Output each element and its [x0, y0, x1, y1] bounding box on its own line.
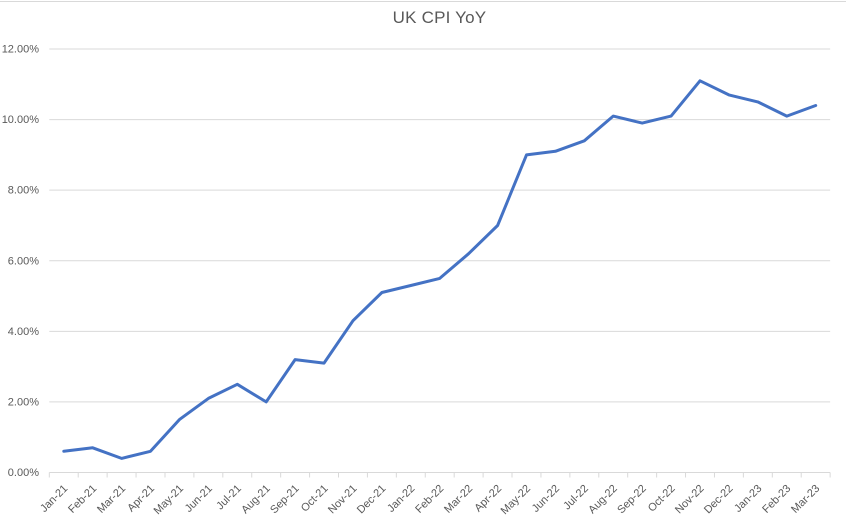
x-tick-label: Sep-21: [268, 483, 302, 517]
x-tick-label: May-21: [152, 483, 186, 517]
x-tick-label: Sep-22: [615, 483, 649, 517]
x-tick-label: Aug-22: [586, 483, 620, 517]
y-tick-label: 0.00%: [8, 467, 39, 479]
x-tick-label: May-22: [499, 483, 533, 517]
x-tick-label: Jan-21: [38, 483, 70, 515]
y-tick-label: 12.00%: [2, 44, 40, 56]
y-tick-label: 4.00%: [8, 326, 39, 338]
x-tick-label: Mar-22: [442, 483, 475, 516]
y-tick-label: 6.00%: [8, 255, 39, 267]
x-tick-label: Aug-21: [239, 483, 273, 517]
x-tick-label: Nov-22: [673, 483, 707, 517]
top-border-line: [0, 1, 846, 2]
x-tick-label: Mar-21: [95, 483, 128, 516]
y-tick-label: 8.00%: [8, 185, 39, 197]
y-tick-label: 2.00%: [8, 396, 39, 408]
x-tick-label: Jun-22: [530, 483, 562, 515]
x-tick-label: Feb-21: [66, 483, 99, 516]
x-tick-label: Dec-22: [702, 483, 736, 517]
chart-title: UK CPI YoY: [392, 8, 487, 27]
x-tick-label: Dec-21: [355, 483, 389, 517]
x-tick-label: Jan-22: [385, 483, 417, 515]
x-tick-label: Jan-23: [732, 483, 764, 515]
x-tick-label: Jun-21: [183, 483, 215, 515]
y-tick-label: 10.00%: [2, 114, 40, 126]
x-tick-label: Nov-21: [326, 483, 360, 517]
x-tick-label: Feb-22: [413, 483, 446, 516]
x-tick-label: Oct-22: [646, 483, 678, 515]
x-tick-label: Oct-21: [299, 483, 331, 515]
x-tick-label: Feb-23: [760, 483, 793, 516]
x-tick-label: Mar-23: [789, 483, 822, 516]
cpi-series-line: [62, 79, 818, 460]
